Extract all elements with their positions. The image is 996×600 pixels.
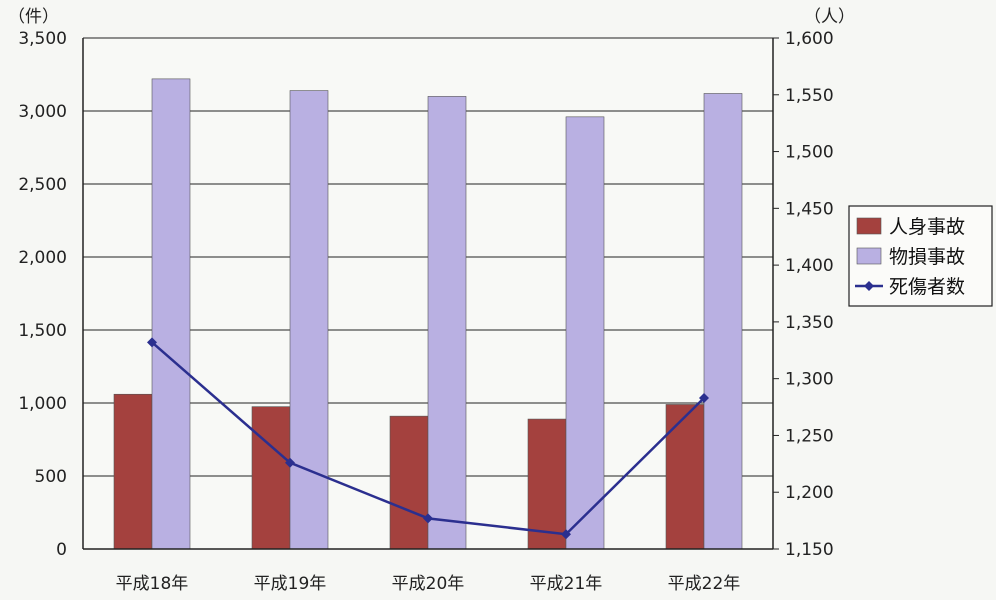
bar-property-3 — [565, 116, 605, 550]
left-tick-label: 3,000 — [18, 102, 67, 122]
legend-label: 人身事故 — [889, 216, 965, 238]
casualties-point — [285, 457, 295, 468]
legend-swatch — [856, 217, 882, 235]
left-axis-unit: （件） — [8, 7, 59, 27]
right-tick-label: 1,600 — [785, 29, 834, 49]
legend-label: 物損事故 — [889, 246, 965, 268]
bar-property-1 — [289, 90, 329, 550]
left-tick-label: 3,500 — [18, 29, 67, 49]
left-tick-label: 2,500 — [18, 175, 67, 195]
bar-property-4 — [703, 93, 743, 550]
bar-property-0 — [151, 78, 191, 550]
bar-injury-3 — [527, 418, 567, 550]
left-tick-label: 1,000 — [18, 394, 67, 414]
casualties-point — [561, 529, 571, 540]
left-tick-label: 2,000 — [18, 248, 67, 268]
bar-injury-2 — [389, 415, 429, 550]
bar-property-2 — [427, 96, 467, 550]
category-label: 平成19年 — [254, 574, 327, 594]
left-tick-label: 0 — [56, 540, 67, 560]
category-label: 平成20年 — [392, 574, 465, 594]
right-tick-label: 1,550 — [785, 86, 834, 106]
right-tick-label: 1,150 — [785, 540, 834, 560]
legend-label: 死傷者数 — [889, 276, 965, 298]
casualties-point — [423, 513, 433, 524]
left-tick-label: 1,500 — [18, 321, 67, 341]
right-tick-label: 1,200 — [785, 483, 834, 503]
category-label: 平成22年 — [668, 574, 741, 594]
bar-injury-1 — [251, 406, 291, 550]
casualties-point — [699, 392, 709, 403]
legend-marker — [864, 281, 874, 291]
bar-injury-0 — [113, 393, 153, 550]
right-tick-label: 1,250 — [785, 426, 834, 446]
right-tick-label: 1,300 — [785, 370, 834, 390]
right-tick-label: 1,350 — [785, 313, 834, 333]
right-tick-label: 1,400 — [785, 256, 834, 276]
right-tick-label: 1,500 — [785, 143, 834, 163]
legend-swatch — [856, 247, 882, 265]
category-label: 平成18年 — [116, 574, 189, 594]
casualties-point — [147, 337, 157, 348]
category-label: 平成21年 — [530, 574, 603, 594]
right-axis-unit: （人） — [804, 7, 855, 27]
right-tick-label: 1,450 — [785, 199, 834, 219]
left-tick-label: 500 — [35, 467, 67, 487]
bar-injury-4 — [665, 404, 705, 550]
